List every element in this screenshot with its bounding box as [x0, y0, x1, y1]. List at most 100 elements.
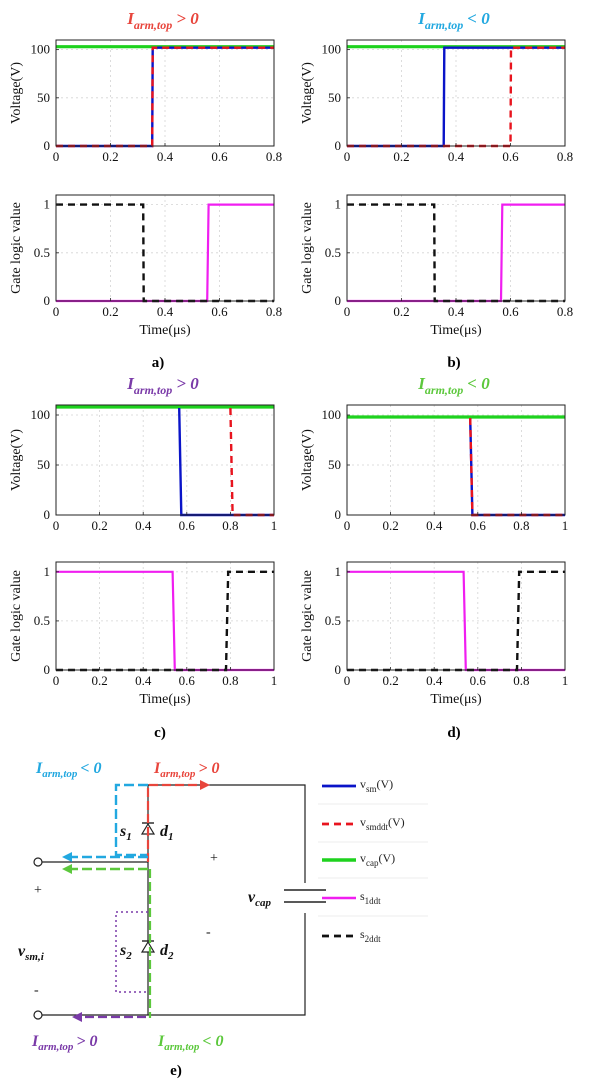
y-tick-label: 1: [44, 564, 51, 579]
x-tick-label: 0.6: [470, 673, 487, 688]
y-tick-label: 0.5: [325, 245, 341, 260]
x-tick-label: 0.8: [513, 518, 529, 533]
x-tick-label: 0.6: [179, 518, 196, 533]
x-tick-label: 0.6: [502, 304, 519, 319]
x-tick-label: 0: [344, 149, 351, 164]
x-tick-label: 0.6: [470, 518, 487, 533]
circuit-diagram: Iarm,top < 0 Iarm,top > 0 Iarm,top > 0 Iarm…: [18, 760, 326, 1053]
panel-label-a: a): [152, 355, 165, 371]
x-tick-label: 0: [53, 518, 60, 533]
y-tick-label: 100: [322, 407, 342, 422]
path-purple-current: [115, 911, 148, 993]
label-d2: d2: [160, 942, 174, 962]
path-red-current: [146, 783, 200, 862]
label-d1: d1: [160, 823, 174, 843]
chart-4: 0 0.2 0.4 0.6 0.8 0 0.5 1 Gate logic value Time(μ…: [300, 194, 573, 338]
legend-item-vsm: vsm(V): [318, 777, 428, 805]
x-tick-label: 0.2: [91, 518, 107, 533]
y-tick-label: 0: [44, 507, 51, 522]
legend-label: vsmddt(V): [360, 815, 405, 832]
y-tick-label: 100: [31, 42, 51, 57]
chart-5: 0 0.2 0.4 0.6 0.8 1 0 50 100 Voltage(V) Iarm,top > …: [9, 374, 277, 533]
y-axis-label: Voltage(V): [300, 429, 315, 491]
x-tick-label: 0.6: [211, 304, 228, 319]
plot-background: [56, 195, 274, 301]
plot-background: [347, 405, 565, 515]
legend-item-s2ddt: s2ddt: [322, 927, 381, 944]
label-top-right: Iarm,top > 0: [153, 760, 220, 780]
label-bottom-right: Iarm,top < 0: [157, 1033, 224, 1053]
x-tick-label: 0.4: [135, 518, 152, 533]
x-axis-label: Time(μs): [430, 323, 482, 338]
series-s2ddt: [347, 203, 565, 303]
plot-background: [347, 40, 565, 146]
x-tick-label: 0.4: [448, 149, 465, 164]
plot-frame: [346, 561, 566, 671]
x-tick-label: 0: [344, 673, 351, 688]
wire-top: [148, 784, 306, 1016]
y-axis-label: Voltage(V): [300, 62, 315, 124]
y-tick-label: 100: [31, 407, 51, 422]
panel-label-b: b): [447, 355, 460, 371]
x-tick-label: 0.8: [266, 304, 282, 319]
plot-background: [56, 405, 274, 515]
x-axis-label: Time(μs): [139, 692, 191, 707]
vsm-plus: +: [34, 883, 42, 898]
vcap-plus: +: [210, 851, 218, 866]
arrow-green-icon: [62, 864, 72, 874]
y-tick-label: 0: [44, 138, 51, 153]
y-tick-label: 0: [335, 293, 342, 308]
chart-title: Iarm,top > 0: [126, 9, 199, 32]
chart-3: 0 0.2 0.4 0.6 0.8 0 0.5 1 Gate logic value Time(μ…: [9, 194, 282, 338]
y-tick-label: 50: [37, 90, 50, 105]
x-axis-label: Time(μs): [139, 323, 191, 338]
x-tick-label: 0.4: [426, 518, 443, 533]
x-tick-label: 0.8: [222, 673, 238, 688]
x-tick-label: 0.4: [157, 304, 174, 319]
x-tick-label: 0.2: [382, 518, 398, 533]
x-tick-label: 0.2: [393, 149, 409, 164]
plot-background: [347, 562, 565, 670]
label-s2: s2: [119, 942, 132, 962]
x-tick-label: 0.4: [448, 304, 465, 319]
plot-background: [347, 195, 565, 301]
y-axis-label: Gate logic value: [9, 202, 24, 294]
x-tick-label: 0.2: [102, 149, 118, 164]
chart-2: 0 0.2 0.4 0.6 0.8 0 50 100 Voltage(V) Iarm,top < 0: [300, 9, 573, 164]
label-vsm: vsm,i: [18, 943, 45, 963]
x-tick-label: 0.2: [102, 304, 118, 319]
x-tick-label: 0.4: [135, 673, 152, 688]
x-tick-label: 0.8: [557, 149, 573, 164]
legend: vsm(V) vsmddt(V) vcap(V) s1ddt s2ddt: [318, 777, 428, 944]
vcap-minus: -: [206, 925, 211, 940]
arrow-cyan-icon: [62, 852, 72, 862]
y-tick-label: 100: [322, 42, 342, 57]
y-axis-label: Gate logic value: [9, 570, 24, 662]
chart-1: 0 0.2 0.4 0.6 0.8 0 50 100 Voltage(V) Iarm,top > 0: [9, 9, 282, 164]
y-tick-label: 50: [37, 457, 50, 472]
x-tick-label: 0: [344, 518, 351, 533]
y-tick-label: 0: [335, 507, 342, 522]
y-axis-label: Voltage(V): [9, 429, 24, 491]
legend-item-s1ddt: s1ddt: [318, 889, 428, 917]
y-axis-label: Voltage(V): [9, 62, 24, 124]
chart-7: 0 0.2 0.4 0.6 0.8 1 0 0.5 1 Gate logic value Time(…: [9, 561, 277, 707]
legend-label: vcap(V): [360, 851, 395, 868]
x-tick-label: 0.4: [157, 149, 174, 164]
x-tick-label: 0.6: [502, 149, 519, 164]
y-tick-label: 1: [335, 197, 342, 212]
chart-title: Iarm,top < 0: [417, 374, 490, 397]
panel-label-c: c): [154, 725, 166, 741]
x-tick-label: 1: [562, 673, 569, 688]
x-tick-label: 0.6: [179, 673, 196, 688]
label-bottom-left: Iarm,top > 0: [31, 1033, 98, 1053]
chart-6: 0 0.2 0.4 0.6 0.8 1 0 50 100 Voltage(V) Iarm,top < …: [300, 374, 568, 533]
x-tick-label: 0: [53, 304, 60, 319]
label-top-left: Iarm,top < 0: [35, 760, 102, 780]
legend-item-vsmddt: vsmddt(V): [318, 815, 428, 843]
x-tick-label: 0.2: [393, 304, 409, 319]
terminal-top: [33, 857, 43, 867]
x-tick-label: 0.8: [266, 149, 282, 164]
plot-background: [56, 562, 274, 670]
